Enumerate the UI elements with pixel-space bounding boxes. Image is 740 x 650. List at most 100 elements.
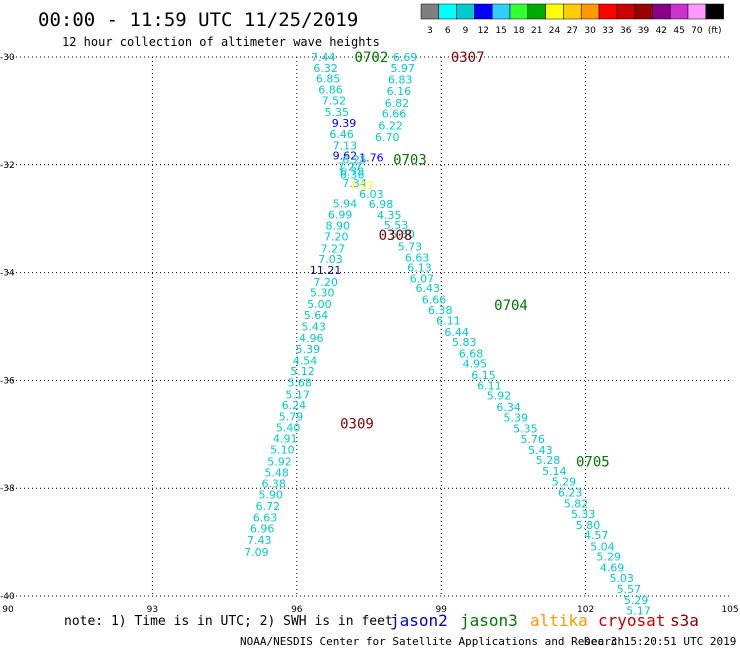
wave-height-label: 9.62: [333, 150, 358, 163]
track-label: 0704: [494, 298, 528, 314]
color-scale-swatch: [598, 3, 618, 20]
wave-height-label: 5.33: [571, 508, 596, 521]
x-tick-label: 99: [435, 605, 447, 615]
x-axis-ticks: 90 93 96 99 102 105: [2, 605, 738, 615]
wave-height-label: 6.25: [342, 153, 367, 166]
color-scale-swatch: [474, 3, 493, 20]
color-scale-swatch: [509, 3, 529, 20]
wave-height-label: 6.43: [415, 282, 440, 295]
wave-height-label: 6.38: [261, 477, 286, 490]
wave-height-label: 6.07: [410, 273, 435, 286]
wave-height-label: 6.69: [393, 51, 418, 64]
wave-height-label: 6.24: [282, 399, 307, 412]
wave-height-label: 6.82: [385, 97, 410, 110]
x-tick-label: 93: [147, 605, 158, 615]
legend-item: jason3: [460, 611, 518, 630]
wave-height-label: 6.85: [316, 73, 341, 86]
y-tick-label: -40: [0, 592, 15, 602]
wave-height-label: 6.63: [405, 252, 430, 265]
color-scale-swatch: [438, 3, 457, 20]
legend-item: cryosat: [598, 611, 665, 630]
color-scale-swatch: [634, 3, 653, 20]
wave-height-label: 4.35: [377, 209, 402, 222]
wave-height-label: 6.38: [428, 304, 453, 317]
y-axis-ticks: -30 -32 -34 -36 -38 -40: [0, 53, 15, 602]
y-tick-label: -36: [0, 376, 15, 386]
wave-height-label: 5.43: [301, 321, 326, 334]
color-scale-label: 36: [620, 26, 632, 36]
wave-height-label: 7.13: [333, 139, 358, 152]
color-scale-label: 45: [673, 26, 684, 36]
x-tick-label: 90: [2, 605, 14, 615]
color-scale-label: 15: [495, 26, 506, 36]
wave-height-label: 6.99: [328, 208, 353, 221]
wave-height-label: 5.83: [452, 336, 477, 349]
color-scale-swatch: [669, 3, 689, 20]
legend-item: jason2: [390, 611, 448, 630]
x-tick-label: 96: [291, 605, 303, 615]
wave-height-label: 5.03: [609, 572, 634, 585]
wave-height-label: 5.94: [333, 198, 358, 211]
wave-height-label: 6.11: [436, 315, 461, 328]
wave-height-label: 5.48: [264, 467, 289, 480]
wave-height-label: 1.76: [359, 151, 384, 164]
y-tick-label: -34: [0, 269, 15, 279]
color-scale-swatch: [420, 3, 440, 20]
wave-height-label: 5.76: [520, 433, 545, 446]
wave-height-label: 6.15: [471, 369, 496, 382]
color-scale-swatch: [580, 3, 600, 20]
chart-title: 00:00 - 11:59 UTC 11/25/2019: [38, 9, 358, 31]
legend-item: s3a: [670, 611, 699, 630]
wave-height-label: 4.95: [463, 358, 488, 371]
track-labels: 0702 0307 0703 0308 0704 0309 0705: [340, 50, 610, 470]
wave-height-label: 6.98: [369, 198, 394, 211]
wave-height-label: 6.66: [382, 108, 407, 121]
color-scale-swatch: [527, 3, 546, 20]
color-scale-swatch: [705, 3, 724, 20]
wave-height-label: 8.90: [325, 220, 350, 233]
color-scale-label: 18: [513, 26, 525, 36]
wave-height-label: 6.70: [375, 131, 400, 144]
track-label: 0307: [451, 50, 485, 66]
color-scale-label: 27: [567, 26, 578, 36]
wave-height-label: 6.83: [388, 74, 413, 87]
wave-height-label: 5.30: [310, 287, 335, 300]
wave-height-label: 6.11: [477, 379, 502, 392]
wave-height-label: 6.86: [318, 83, 343, 96]
wave-height-label: 6.23: [558, 487, 583, 500]
wave-height-label: 7.27: [337, 160, 362, 173]
wave-height-label: 5.00: [307, 298, 332, 311]
wave-height-label: 7.97: [350, 179, 375, 192]
wave-height-label: 6.96: [250, 523, 275, 536]
x-tick-label: 102: [577, 605, 594, 615]
color-scale-label: 39: [638, 26, 650, 36]
y-tick-label: -32: [0, 161, 15, 171]
wave-height-label: 6.68: [459, 347, 484, 360]
wave-height-label: 5.35: [325, 106, 350, 119]
color-scale-bar: 3 6 9 12 15 18 21 24 27 30 33 36 39 42 45 70 (ft): [420, 3, 724, 36]
chart-subtitle: 12 hour collection of altimeter wave hei…: [62, 35, 380, 49]
wave-height-label: 7.34: [342, 177, 367, 190]
wave-height-label: 5.29: [624, 594, 649, 607]
color-scale-swatch: [616, 3, 635, 20]
color-scale-label: 12: [478, 26, 489, 36]
wave-height-label: 5.04: [590, 540, 615, 553]
color-scale-swatch: [687, 3, 707, 20]
color-scale-swatch: [652, 3, 671, 20]
wave-height-label: 6.36: [340, 169, 365, 182]
wave-height-label: 5.35: [513, 422, 538, 435]
color-scale-label: 33: [602, 26, 613, 36]
y-tick-label: -30: [0, 53, 15, 63]
wave-height-label: 5.79: [279, 411, 304, 424]
wave-height-label: 4.91: [273, 433, 298, 446]
wave-height-label: 5.73: [398, 241, 423, 254]
wave-height-label: 6.44: [444, 326, 469, 339]
footer-credit: NOAA/NESDIS Center for Satellite Applica…: [240, 635, 624, 648]
color-scale-swatch: [456, 3, 475, 20]
wave-height-label: 4.69: [600, 561, 625, 574]
chart-note: note: 1) Time is in UTC; 2) SWH is in fe…: [64, 614, 393, 629]
wave-height-label: 5.64: [304, 309, 329, 322]
color-scale-label: 42: [656, 26, 667, 36]
